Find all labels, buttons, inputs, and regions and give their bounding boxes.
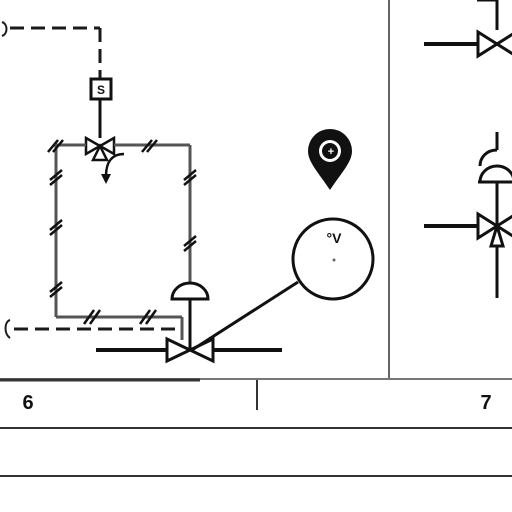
column-number-7: 7	[480, 392, 491, 414]
signal-line-top	[1, 21, 102, 78]
pin-label: +	[328, 146, 334, 158]
location-pin-icon: +	[308, 129, 352, 190]
solenoid-actuator: S	[89, 77, 113, 138]
gauge-instrument: °V	[291, 217, 375, 301]
solenoid-label: S	[97, 83, 105, 97]
right-upper-valve	[424, 0, 512, 59]
vent-arrowhead	[101, 174, 111, 184]
pneumatic-tubing-loop	[54, 143, 192, 340]
gauge-connection-line	[191, 280, 299, 352]
control-valve	[165, 281, 215, 364]
pneumatic-signal-hash-marks	[47, 139, 197, 325]
vent-arrow-icon	[104, 152, 125, 177]
right-lower-valve	[424, 132, 512, 298]
diaphragm-actuator-icon	[170, 281, 210, 301]
solenoid-valve-icon	[84, 135, 116, 162]
gauge-label: °V	[327, 230, 343, 246]
column-number-6: 6	[22, 392, 33, 414]
signal-line-bottom	[4, 319, 176, 339]
